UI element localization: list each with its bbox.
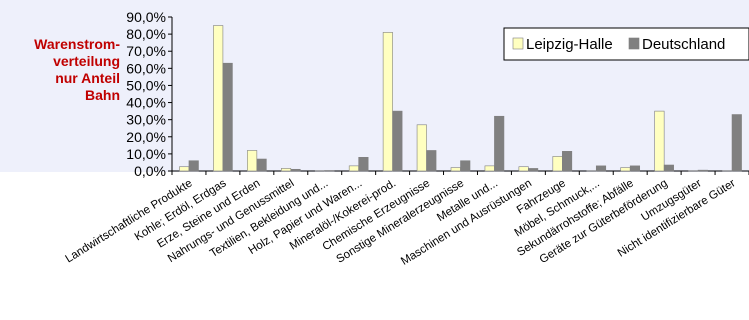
y-tick-label: 70,0% (126, 43, 166, 59)
y-tick-label: 40,0% (126, 95, 166, 111)
legend-label: Leipzig-Halle (526, 36, 613, 53)
bar-leipzig-halle (552, 156, 563, 172)
bar-leipzig-halle (484, 165, 495, 172)
bar-leipzig-halle (213, 25, 224, 172)
bar-deutschland (731, 114, 742, 172)
y-tick-label: 50,0% (126, 77, 166, 93)
bar-leipzig-halle (654, 110, 665, 172)
y-tick-label: 60,0% (126, 60, 166, 76)
y-tick-label: 30,0% (126, 112, 166, 128)
bar-leipzig-halle (416, 124, 427, 172)
side-label: Warenstrom- verteilung nur Anteil Bahn (34, 36, 120, 103)
legend: Leipzig-Halle Deutschland (503, 27, 749, 61)
bar-deutschland (595, 165, 607, 172)
y-tick-label: 80,0% (126, 26, 166, 42)
bar-leipzig-halle (179, 166, 190, 172)
bar-deutschland (290, 168, 301, 172)
bar-deutschland (494, 115, 505, 172)
bar-deutschland (629, 165, 641, 172)
bar-deutschland (188, 160, 199, 172)
bar-deutschland (222, 62, 233, 172)
bar-deutschland (426, 150, 437, 172)
bar-leipzig-halle (382, 32, 393, 172)
bar-leipzig-halle (280, 168, 292, 172)
bar-deutschland (562, 151, 573, 172)
legend-box (503, 27, 749, 61)
bar-leipzig-halle (620, 167, 631, 172)
y-tick-label: 20,0% (126, 129, 166, 145)
bar-leipzig-halle (518, 166, 529, 172)
legend-swatch (628, 37, 640, 50)
y-tick-label: 0,0% (134, 163, 166, 179)
bar-leipzig-halle (450, 167, 461, 172)
bar-leipzig-halle (348, 165, 359, 172)
bar-deutschland (697, 169, 708, 172)
bar-deutschland (256, 158, 267, 172)
bar-deutschland (324, 170, 335, 172)
y-tick-label: 10,0% (126, 146, 166, 162)
y-tick-label: 90,0% (126, 9, 166, 25)
bar-deutschland (392, 110, 403, 172)
legend-label: Deutschland (642, 36, 725, 53)
bar-deutschland (663, 164, 674, 172)
bar-deutschland (460, 160, 471, 172)
legend-swatch (512, 37, 524, 50)
bar-deutschland (528, 168, 539, 172)
bar-leipzig-halle (247, 150, 258, 172)
bar-deutschland (358, 157, 369, 172)
